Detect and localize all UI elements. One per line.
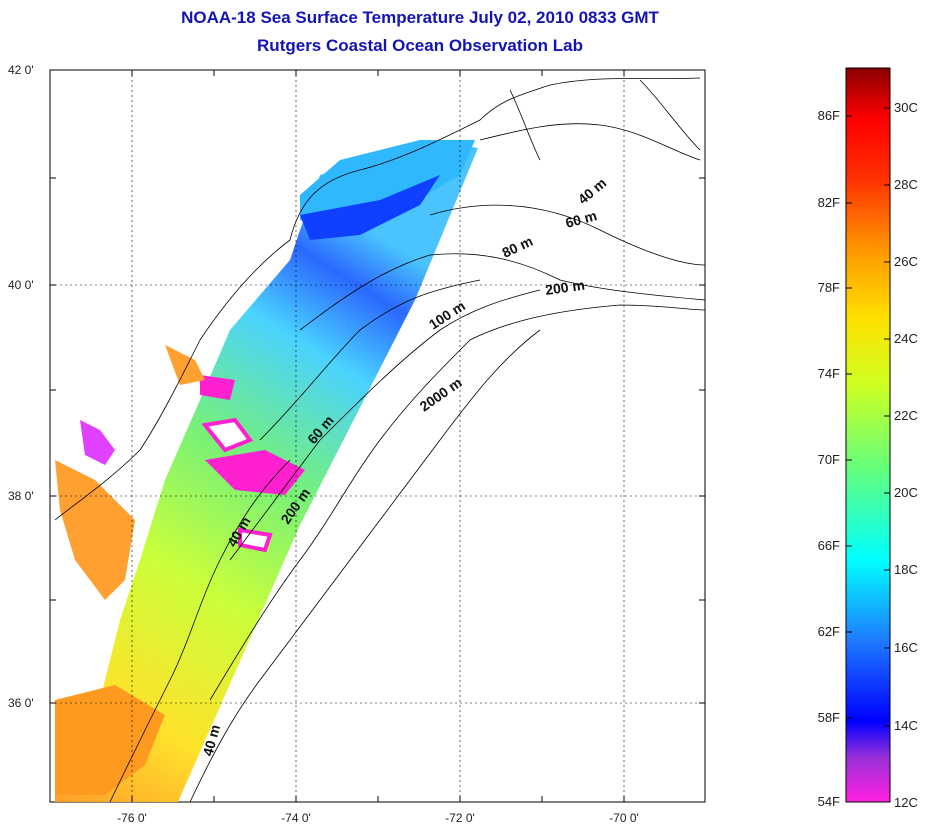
colorbar-f-label: 82F bbox=[818, 195, 840, 210]
colorbar-c-label: 24C bbox=[894, 331, 918, 346]
map-title: NOAA-18 Sea Surface Temperature July 02,… bbox=[181, 8, 659, 27]
colorbar-f-label: 74F bbox=[818, 366, 840, 381]
colorbar-c-label: 12C bbox=[894, 795, 918, 810]
colorbar-f-label: 78F bbox=[818, 280, 840, 295]
colorbar-c-label: 18C bbox=[894, 562, 918, 577]
lon-label-72: -72 0' bbox=[445, 811, 475, 825]
colorbar-c-label: 20C bbox=[894, 485, 918, 500]
isobath-label: 60 m bbox=[564, 207, 599, 231]
colorbar-c-label: 14C bbox=[894, 718, 918, 733]
colorbar-c-label: 22C bbox=[894, 408, 918, 423]
lat-label-38: 38 0' bbox=[8, 489, 34, 503]
lon-label-74: -74 0' bbox=[281, 811, 311, 825]
colorbar-f-label: 66F bbox=[818, 538, 840, 553]
colorbar-c-label: 16C bbox=[894, 640, 918, 655]
gridlines bbox=[50, 70, 705, 802]
lat-label-42: 42 0' bbox=[8, 63, 34, 77]
colorbar-f-label: 86F bbox=[818, 108, 840, 123]
lon-label-76: -76 0' bbox=[117, 811, 147, 825]
colorbar-c-label: 28C bbox=[894, 177, 918, 192]
coastline bbox=[54, 77, 706, 803]
colorbar-f-label: 62F bbox=[818, 624, 840, 639]
map-subtitle: Rutgers Coastal Ocean Observation Lab bbox=[257, 36, 583, 55]
colorbar-c-label: 30C bbox=[894, 100, 918, 115]
colorbar-c-label: 26C bbox=[894, 254, 918, 269]
lon-label-70: -70 0' bbox=[609, 811, 639, 825]
sst-swath bbox=[55, 140, 478, 802]
axis-ticks bbox=[50, 69, 705, 802]
lat-label-36: 36 0' bbox=[8, 696, 34, 710]
colorbar-f-label: 70F bbox=[818, 452, 840, 467]
colorbar-ticks bbox=[846, 107, 890, 727]
colorbar bbox=[845, 67, 891, 803]
lat-label-40: 40 0' bbox=[8, 278, 34, 292]
colorbar-f-label: 54F bbox=[818, 794, 840, 809]
isobath-label: 40 m bbox=[199, 723, 223, 758]
isobath-label: 200 m bbox=[544, 277, 586, 298]
colorbar-f-label: 58F bbox=[818, 710, 840, 725]
